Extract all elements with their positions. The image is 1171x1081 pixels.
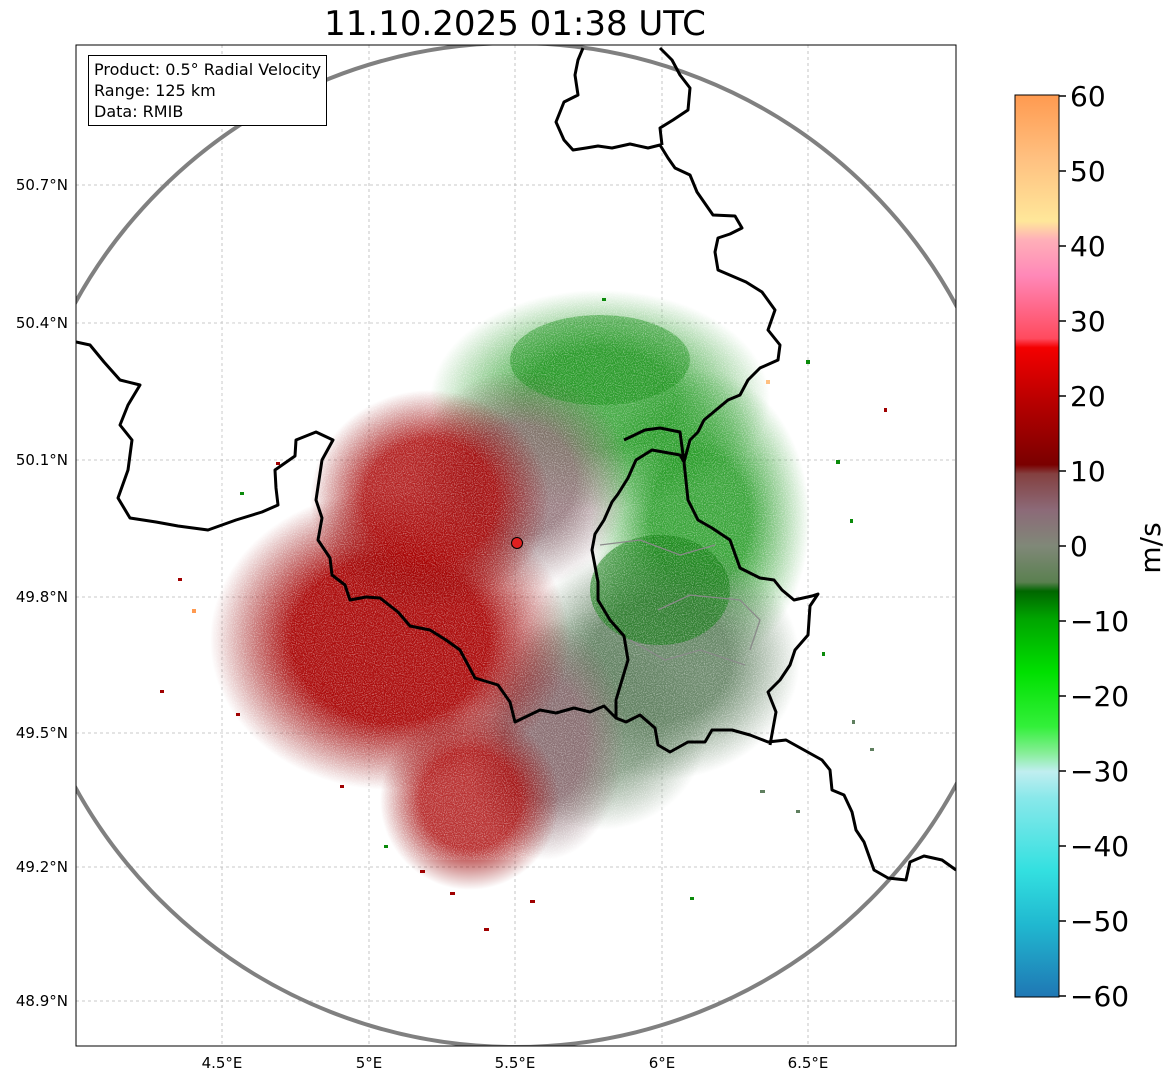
x-tick-label: 5°E [356, 1054, 383, 1072]
province-borders [599, 539, 761, 666]
colorbar-tick-label: 40 [1070, 230, 1106, 263]
colorbar-tick-label: 0 [1070, 530, 1088, 563]
country-borders [76, 46, 956, 882]
radar-site-marker [511, 537, 523, 549]
y-axis: 50.7°N 50.4°N 50.1°N 49.8°N 49.5°N 49.2°… [16, 176, 68, 1010]
info-box: Product: 0.5° Radial Velocity Range: 125… [88, 55, 328, 126]
y-tick-label: 49.5°N [16, 724, 68, 742]
colorbar-tick-label: 30 [1070, 305, 1106, 338]
colorbar-tick-label: −30 [1070, 755, 1129, 788]
x-tick-label: 5.5°E [495, 1054, 536, 1072]
colorbar-unit-label: m/s [1134, 522, 1167, 573]
y-tick-label: 48.9°N [16, 992, 68, 1010]
colorbar-tick-label: −40 [1070, 830, 1129, 863]
colorbar-tick-label: −50 [1070, 905, 1129, 938]
radar-echo-field [160, 260, 887, 931]
y-tick-label: 49.2°N [16, 858, 68, 876]
colorbar-tick-label: 50 [1070, 155, 1106, 188]
colorbar-tick-label: −60 [1070, 980, 1129, 1013]
x-tick-label: 4.5°E [202, 1054, 243, 1072]
map-title: 11.10.2025 01:38 UTC [324, 4, 706, 44]
colorbar-tick-label: 10 [1070, 455, 1106, 488]
y-tick-label: 50.1°N [16, 451, 68, 469]
range-label: Range: 125 km [94, 81, 216, 100]
colorbar-gradient [1014, 94, 1060, 998]
colorbar-tick-label: −10 [1070, 605, 1129, 638]
product-label: Product: 0.5° Radial Velocity [94, 60, 322, 79]
colorbar-tick-label: −20 [1070, 680, 1129, 713]
colorbar-tick-label: 60 [1070, 80, 1106, 113]
x-tick-label: 6°E [649, 1054, 676, 1072]
x-axis: 4.5°E 5°E 5.5°E 6°E 6.5°E [202, 1054, 829, 1072]
y-tick-label: 50.7°N [16, 176, 68, 194]
data-source-label: Data: RMIB [94, 102, 184, 121]
y-tick-label: 49.8°N [16, 588, 68, 606]
map-border [75, 44, 957, 1047]
y-tick-label: 50.4°N [16, 314, 68, 332]
colorbar: 60 50 40 30 20 10 0 −10 −20 −30 −40 −50 … [1014, 80, 1167, 1013]
colorbar-tick-label: 20 [1070, 380, 1106, 413]
x-tick-label: 6.5°E [788, 1054, 829, 1072]
